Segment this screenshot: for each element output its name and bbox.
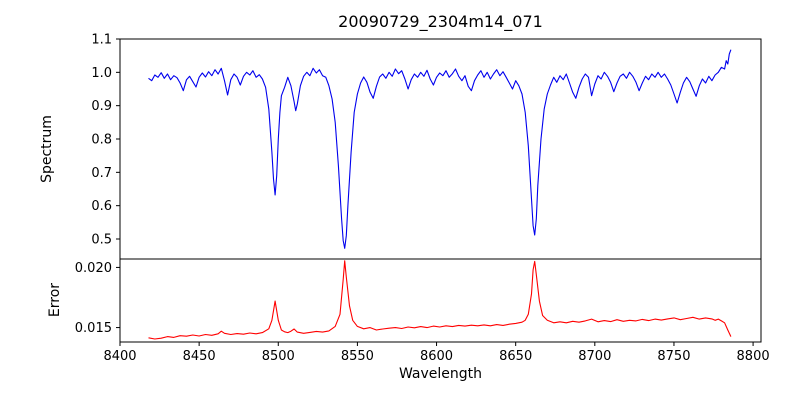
y-axis-label-error: Error: [47, 282, 63, 318]
y-tick-label: 0.015: [75, 321, 112, 336]
x-tick-label: 8750: [657, 349, 690, 364]
x-tick-label: 8800: [737, 349, 770, 364]
y-axis-label-spectrum: Spectrum: [39, 115, 55, 183]
x-tick-label: 8550: [341, 349, 374, 364]
y-tick-label: 0.7: [91, 166, 112, 181]
chart-title: 20090729_2304m14_071: [338, 12, 543, 31]
error-line: [148, 260, 732, 340]
y-tick-label: 0.6: [91, 199, 112, 214]
bottom-panel-border: [119, 258, 762, 343]
x-tick-label: 8700: [578, 349, 611, 364]
x-tick-label: 8500: [262, 349, 295, 364]
y-tick-label: 1.1: [91, 33, 112, 48]
x-tick-label: 8650: [499, 349, 532, 364]
y-tick-label: 1.0: [91, 66, 112, 81]
y-tick-label: 0.020: [75, 261, 112, 276]
y-tick-label: 0.5: [91, 233, 112, 248]
spectrum-line: [148, 49, 732, 249]
y-tick-label: 0.9: [91, 99, 112, 114]
x-tick-label: 8400: [103, 349, 136, 364]
x-axis-label: Wavelength: [398, 366, 483, 382]
y-tick-label: 0.8: [91, 133, 112, 148]
x-tick-label: 8600: [420, 349, 453, 364]
x-tick-label: 8450: [183, 349, 216, 364]
